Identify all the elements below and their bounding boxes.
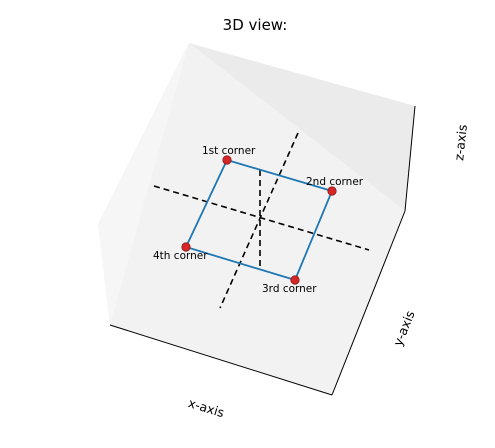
corner-point-4 [181, 242, 191, 252]
center-line-b [219, 132, 299, 309]
axis-edges [109, 105, 416, 396]
corner-point-2 [327, 186, 337, 196]
left-wall [98, 43, 189, 325]
center-line-a [153, 185, 370, 251]
corner-label-1: 1st corner [202, 145, 256, 157]
y-axis-label: y-axis [390, 308, 418, 348]
y-axis-edge [331, 210, 406, 396]
corner-label-4: 4th corner [153, 250, 208, 262]
z-axis-edge [404, 105, 416, 212]
back-pane [189, 43, 415, 211]
corner-label-2: 2nd corner [306, 176, 364, 188]
center-guides [153, 132, 370, 309]
x-axis-edge [109, 324, 333, 396]
corner-labels: 1st corner 2nd corner 3rd corner 4th cor… [153, 145, 364, 295]
corner-label-3: 3rd corner [262, 283, 317, 295]
axes-panes [98, 43, 415, 395]
floor-pane [98, 43, 405, 395]
z-axis-label: z-axis [451, 124, 470, 161]
chart-title: 3D view: [223, 16, 288, 34]
corner-point-1 [222, 155, 232, 165]
corner-points [181, 155, 337, 285]
corner-point-3 [290, 275, 300, 285]
x-axis-label: x-axis [186, 395, 226, 420]
